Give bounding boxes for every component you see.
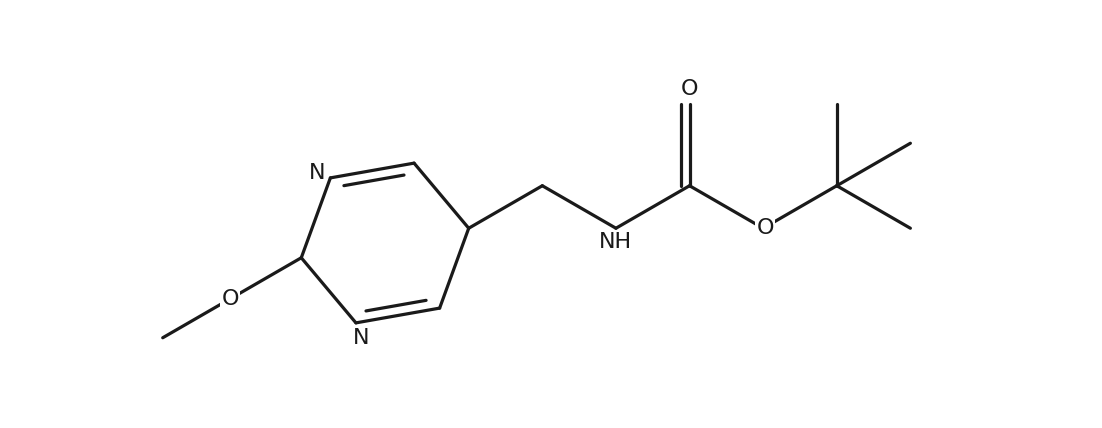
Text: N: N (353, 328, 369, 348)
Text: O: O (222, 289, 239, 309)
Text: N: N (309, 163, 325, 183)
Text: O: O (756, 218, 774, 238)
Text: NH: NH (599, 232, 633, 252)
Text: O: O (681, 79, 699, 99)
